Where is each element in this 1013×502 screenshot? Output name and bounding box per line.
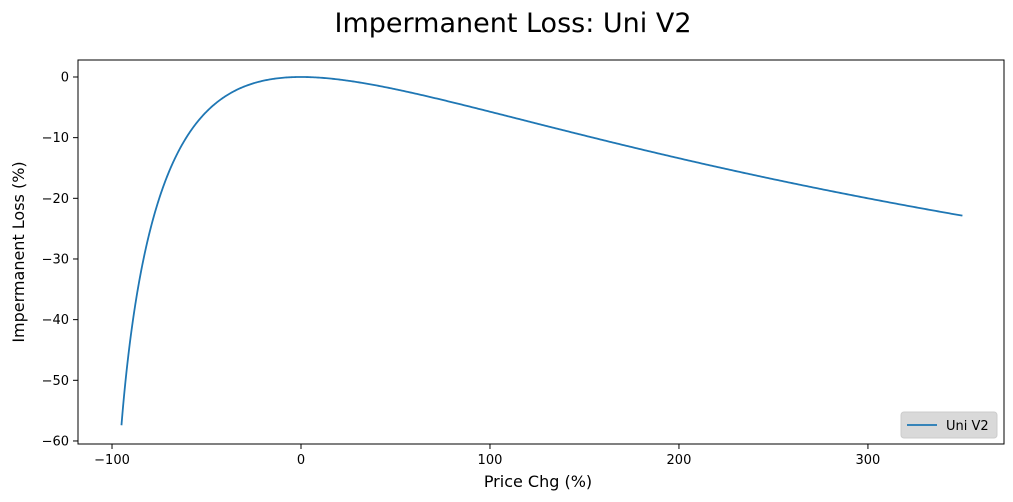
legend: Uni V2 (900, 411, 998, 439)
y-tick-label: −10 (42, 131, 69, 146)
chart-title: Impermanent Loss: Uni V2 (335, 8, 692, 39)
y-tick-label: 0 (61, 70, 69, 85)
x-tick-label: 200 (667, 453, 692, 468)
y-tick-label: −60 (42, 434, 69, 449)
plot-area (77, 59, 1005, 445)
y-tick-label: −50 (42, 374, 69, 389)
x-tick-label: 0 (297, 453, 305, 468)
x-axis: −100 0 100 200 300 (94, 444, 880, 468)
x-tick-label: −100 (94, 453, 130, 468)
x-tick-label: 300 (856, 453, 881, 468)
series-line-uni-v2 (120, 76, 963, 426)
x-tick-label: 100 (478, 453, 503, 468)
y-axis-label: Impermanent Loss (%) (9, 161, 28, 342)
y-tick-label: −20 (42, 192, 69, 207)
y-tick-label: −40 (42, 313, 69, 328)
legend-label-uni-v2: Uni V2 (946, 419, 989, 434)
y-tick-label: −30 (42, 252, 69, 267)
y-axis: 0 −10 −20 −30 −40 −50 −60 (42, 70, 78, 449)
x-axis-label: Price Chg (%) (484, 472, 592, 491)
legend-box (900, 411, 998, 439)
